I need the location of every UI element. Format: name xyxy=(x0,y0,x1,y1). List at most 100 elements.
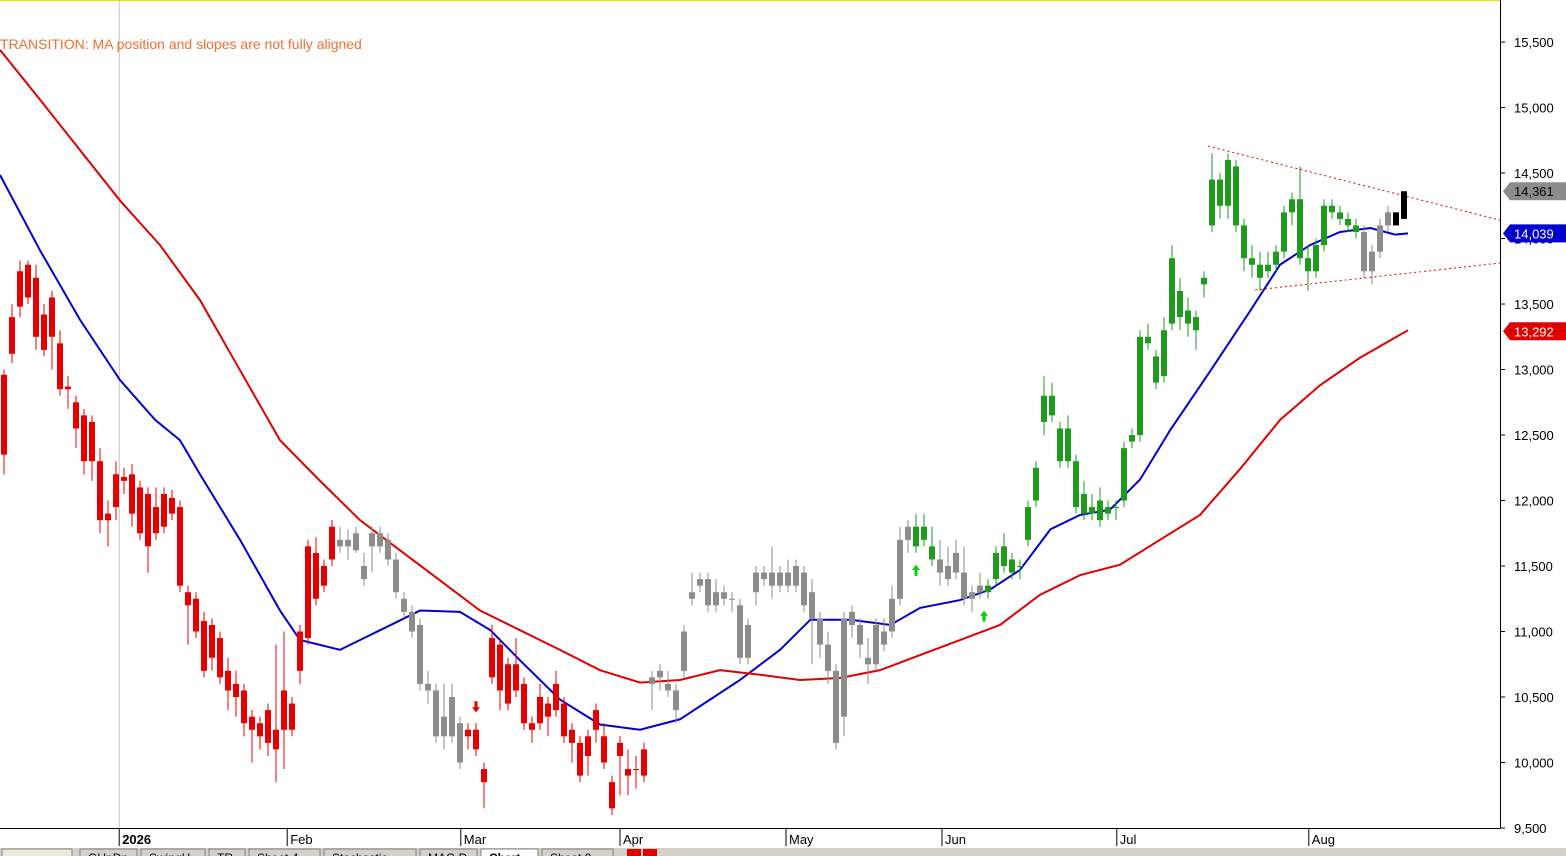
sheet-tab-label[interactable]: GUpDn xyxy=(88,851,128,856)
candle-body xyxy=(929,546,935,560)
candle-body xyxy=(25,264,31,298)
candle-body xyxy=(305,546,311,639)
sheet-tab-label[interactable]: Stochastic xyxy=(332,851,387,856)
trendline xyxy=(1207,145,1500,221)
candle-body xyxy=(521,683,527,724)
sheet-tab-label[interactable]: Sheet 9 xyxy=(550,851,592,856)
candle-body xyxy=(753,572,759,593)
candle-body xyxy=(241,690,247,724)
candle-body xyxy=(225,670,231,691)
candle-body xyxy=(1169,258,1175,324)
y-tick-label: 14,500 xyxy=(1514,166,1554,181)
candle-body xyxy=(1265,264,1271,272)
sheet-tab[interactable] xyxy=(79,848,138,856)
price-tag xyxy=(1503,322,1566,341)
candle-body xyxy=(529,723,535,730)
candle-body xyxy=(513,664,519,691)
candle-body xyxy=(1001,546,1007,567)
candle-body xyxy=(553,683,559,711)
candle-body xyxy=(369,533,375,547)
sheet-tab[interactable] xyxy=(140,848,206,856)
candle-body xyxy=(969,592,975,599)
sheet-tab[interactable] xyxy=(323,848,417,856)
sheet-tab-label[interactable]: TR xyxy=(217,851,233,856)
y-tick-label: 10,000 xyxy=(1514,756,1554,771)
candle-body xyxy=(793,566,799,586)
candle-body xyxy=(673,690,679,711)
candle-body xyxy=(217,638,223,678)
candle-body xyxy=(1321,205,1327,246)
tab-scroll[interactable] xyxy=(627,849,641,856)
candle-body xyxy=(497,644,503,691)
sheet-tab-label[interactable]: Sheet 4 xyxy=(257,851,299,856)
candle-body xyxy=(473,729,479,750)
candle-body xyxy=(9,317,15,354)
candle-body xyxy=(449,697,455,737)
candle-body xyxy=(193,598,199,632)
candle-body xyxy=(201,621,207,671)
candle-body xyxy=(337,539,343,547)
candle-body xyxy=(1249,258,1255,265)
sheet-tab[interactable] xyxy=(208,848,246,856)
candle-body xyxy=(329,526,335,560)
candle-body xyxy=(41,314,47,350)
candle-body xyxy=(697,579,703,586)
candle-body xyxy=(1121,448,1127,501)
candle-body xyxy=(689,592,695,599)
candle-body xyxy=(1065,428,1071,462)
candle-body xyxy=(1009,559,1015,573)
x-tick-label: Mar xyxy=(464,832,487,847)
sheet-tab-label[interactable]: SwingH xyxy=(149,851,190,856)
chart-title: TRANSITION: MA position and slopes are n… xyxy=(0,36,362,52)
candle-body xyxy=(1137,336,1143,436)
candle-body xyxy=(377,533,383,547)
candle-body xyxy=(1337,212,1343,219)
sheet-tab-label[interactable]: MAC-D xyxy=(428,851,468,856)
candle-body xyxy=(1201,277,1207,285)
tab-nav[interactable] xyxy=(1,848,73,856)
price-tag-label: 14,039 xyxy=(1514,226,1554,241)
candle-body xyxy=(841,618,847,717)
sheet-tab[interactable] xyxy=(248,848,321,856)
candle-body xyxy=(1225,159,1231,206)
candle-body xyxy=(1313,245,1319,272)
sheet-tab[interactable] xyxy=(480,848,539,856)
candle-body xyxy=(609,782,615,809)
candle-body xyxy=(1033,467,1039,501)
price-tag xyxy=(1503,182,1566,201)
sheet-tab[interactable] xyxy=(419,848,478,856)
candle-body xyxy=(1361,231,1367,272)
candle-body xyxy=(721,592,727,599)
candle-body xyxy=(577,742,583,776)
candle-body xyxy=(1393,212,1399,226)
candle-body xyxy=(1177,290,1183,318)
candle-body xyxy=(1369,251,1375,272)
candle-body xyxy=(161,493,167,527)
candle-body xyxy=(1217,179,1223,206)
y-tick-label: 10,500 xyxy=(1514,690,1554,705)
signal-arrow xyxy=(472,701,480,713)
price-tag xyxy=(1503,224,1566,243)
candle-body xyxy=(465,729,471,737)
sheet-tab-label[interactable]: Chart xyxy=(489,851,520,856)
candle-body xyxy=(185,592,191,606)
sheet-tab[interactable] xyxy=(541,848,614,856)
candle-body xyxy=(593,710,599,730)
candle-body xyxy=(817,618,823,645)
y-tick-label: 13,000 xyxy=(1514,363,1554,378)
candle-body xyxy=(481,769,487,783)
candle-body xyxy=(1305,258,1311,272)
tab-scroll[interactable] xyxy=(643,849,657,856)
candle-body xyxy=(1241,225,1247,259)
candle-body xyxy=(641,749,647,776)
candle-body xyxy=(849,611,855,625)
candle-body xyxy=(1289,199,1295,213)
candle-body xyxy=(137,487,143,534)
signal-arrow xyxy=(912,564,920,576)
x-tick-label: Apr xyxy=(623,832,644,847)
candle-body xyxy=(1273,251,1279,265)
candle-body xyxy=(985,585,991,593)
candle-body xyxy=(761,572,767,580)
candle-body xyxy=(289,703,295,730)
